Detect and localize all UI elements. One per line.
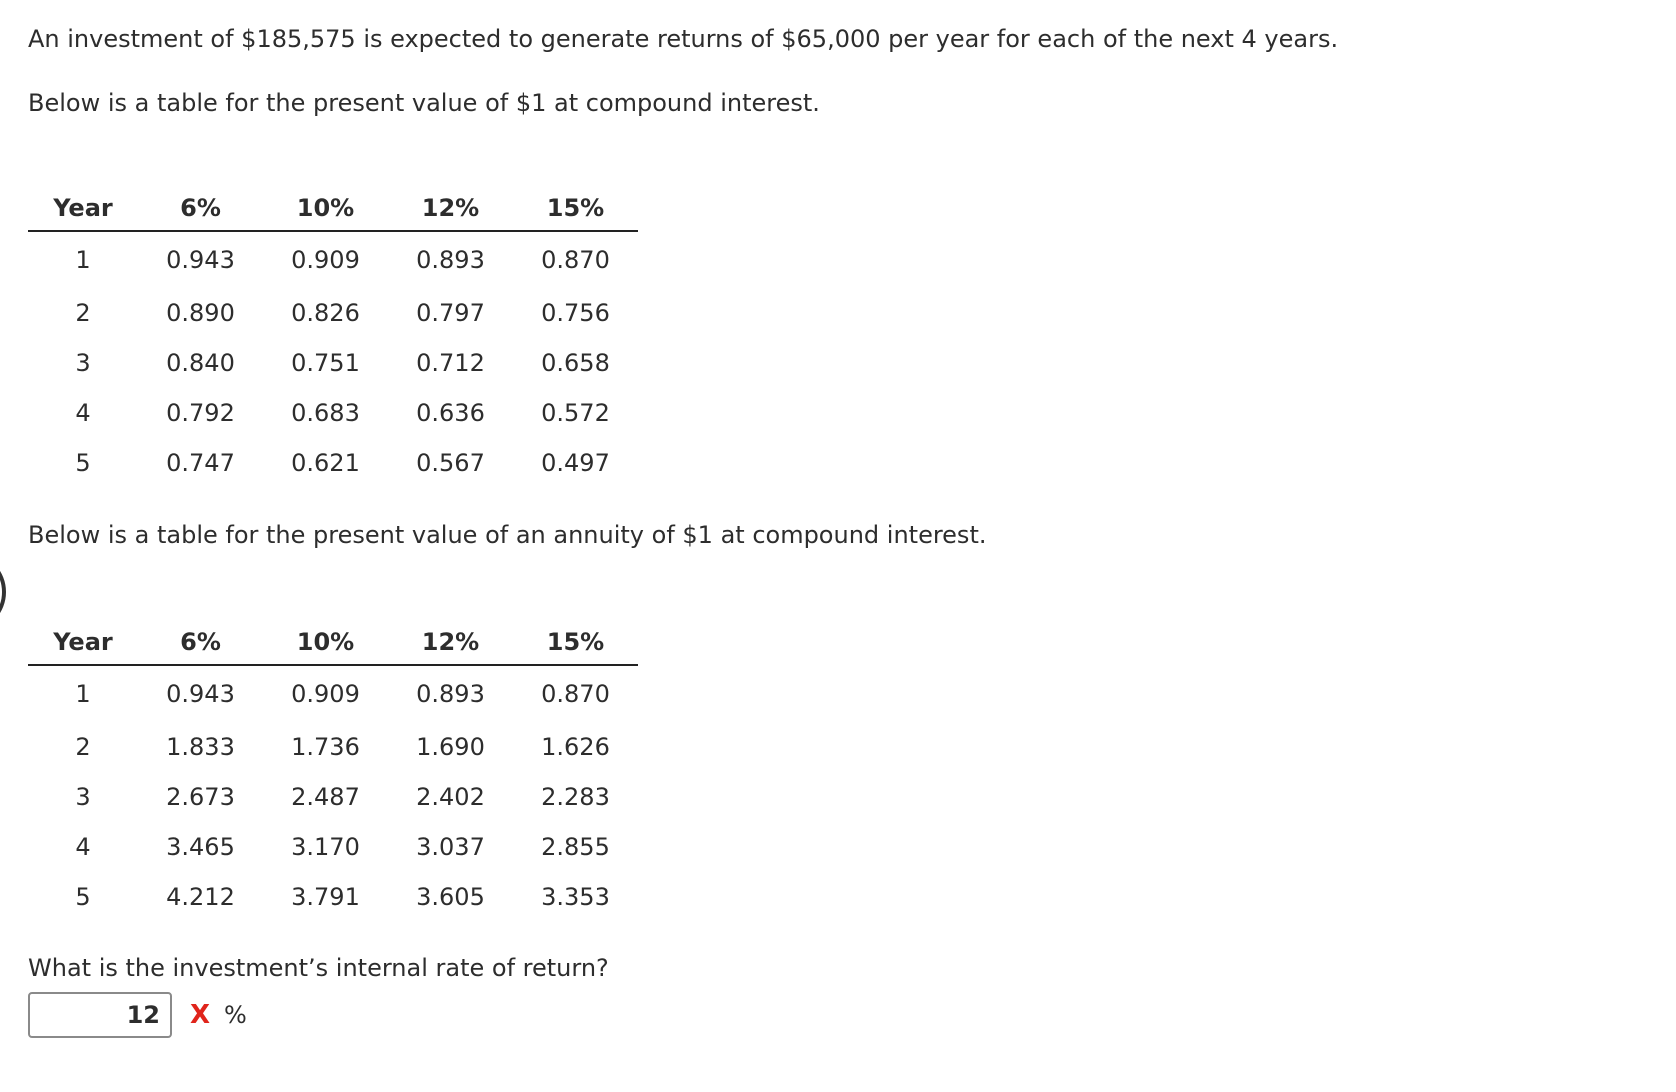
year-cell: 4 [75,833,91,861]
factor-cell: 0.870 [541,246,610,274]
factor-cell: 0.712 [416,349,485,377]
table-row: 4 3.465 3.170 3.037 2.855 [28,822,638,872]
year-cell: 1 [75,680,91,708]
factor-cell: 0.893 [416,246,485,274]
factor-cell: 0.658 [541,349,610,377]
factor-cell: 3.791 [291,883,360,911]
table-row: 1 0.943 0.909 0.893 0.870 [28,231,638,288]
annuity-table-caption: Below is a table for the present value o… [28,521,987,549]
factor-cell: 2.402 [416,783,485,811]
table-row: 5 4.212 3.791 3.605 3.353 [28,872,638,922]
factor-cell: 0.890 [166,299,235,327]
factor-cell: 1.736 [291,733,360,761]
table-row: 4 0.792 0.683 0.636 0.572 [28,388,638,438]
factor-cell: 0.636 [416,399,485,427]
factor-cell: 0.870 [541,680,610,708]
factor-cell: 2.673 [166,783,235,811]
year-cell: 3 [75,783,91,811]
edge-circle-control[interactable] [0,552,6,632]
table-row: 3 0.840 0.751 0.712 0.658 [28,338,638,388]
column-header-year: Year [28,186,138,232]
factor-cell: 0.893 [416,680,485,708]
table-row: 2 1.833 1.736 1.690 1.626 [28,722,638,772]
table-row: 5 0.747 0.621 0.567 0.497 [28,438,638,488]
factor-cell: 0.497 [541,449,610,477]
year-cell: 2 [75,733,91,761]
factor-cell: 3.353 [541,883,610,911]
incorrect-x-icon: X [190,1000,211,1030]
year-cell: 1 [75,246,91,274]
table-row: 2 0.890 0.826 0.797 0.756 [28,288,638,338]
factor-cell: 2.283 [541,783,610,811]
factor-cell: 0.797 [416,299,485,327]
table-row: 3 2.673 2.487 2.402 2.283 [28,772,638,822]
factor-cell: 3.170 [291,833,360,861]
year-cell: 5 [75,449,91,477]
factor-cell: 0.792 [166,399,235,427]
factor-cell: 0.621 [291,449,360,477]
year-cell: 3 [75,349,91,377]
factor-cell: 0.572 [541,399,610,427]
column-header-rate: 6% [138,186,263,232]
table-row: 1 0.943 0.909 0.893 0.870 [28,665,638,722]
question-prompt: What is the investment’s internal rate o… [28,954,609,982]
present-value-table: Year 6% 10% 12% 15% 1 0.943 0.909 0.893 … [28,186,638,488]
factor-cell: 1.833 [166,733,235,761]
factor-cell: 0.756 [541,299,610,327]
column-header-rate: 12% [388,186,513,232]
factor-cell: 4.212 [166,883,235,911]
factor-cell: 3.465 [166,833,235,861]
table-header-row: Year 6% 10% 12% 15% [28,186,638,232]
column-header-rate: 6% [138,620,263,666]
factor-cell: 0.826 [291,299,360,327]
factor-cell: 0.747 [166,449,235,477]
answer-row: X % [28,992,247,1038]
column-header-rate: 15% [513,620,638,666]
factor-cell: 3.037 [416,833,485,861]
factor-cell: 2.855 [541,833,610,861]
factor-cell: 0.943 [166,680,235,708]
irr-answer-input[interactable] [28,992,172,1038]
pv-table-caption: Below is a table for the present value o… [28,89,820,117]
column-header-rate: 10% [263,620,388,666]
table-header-row: Year 6% 10% 12% 15% [28,620,638,666]
factor-cell: 0.683 [291,399,360,427]
percent-unit-label: % [224,1001,247,1029]
factor-cell: 0.840 [166,349,235,377]
problem-statement: An investment of $185,575 is expected to… [28,25,1339,53]
year-cell: 4 [75,399,91,427]
column-header-rate: 12% [388,620,513,666]
factor-cell: 1.690 [416,733,485,761]
factor-cell: 0.751 [291,349,360,377]
column-header-rate: 15% [513,186,638,232]
year-cell: 2 [75,299,91,327]
factor-cell: 0.909 [291,680,360,708]
year-cell: 5 [75,883,91,911]
column-header-rate: 10% [263,186,388,232]
factor-cell: 0.567 [416,449,485,477]
column-header-year: Year [28,620,138,666]
factor-cell: 0.943 [166,246,235,274]
factor-cell: 0.909 [291,246,360,274]
factor-cell: 2.487 [291,783,360,811]
factor-cell: 1.626 [541,733,610,761]
annuity-table: Year 6% 10% 12% 15% 1 0.943 0.909 0.893 … [28,620,638,922]
factor-cell: 3.605 [416,883,485,911]
